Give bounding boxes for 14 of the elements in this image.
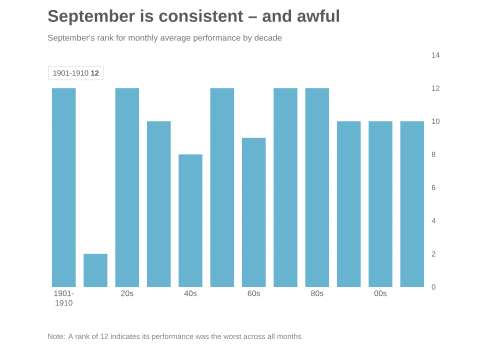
chart-subtitle: September's rank for monthly average performance by decade	[48, 34, 282, 42]
bar	[178, 154, 202, 287]
bar	[146, 121, 171, 287]
bar	[368, 121, 392, 287]
bar	[115, 88, 140, 287]
bar	[336, 121, 361, 287]
bar	[274, 88, 298, 287]
bar	[52, 88, 76, 287]
bar	[400, 121, 424, 287]
bar	[242, 138, 266, 287]
bar	[84, 254, 108, 287]
bar	[305, 88, 330, 287]
bar	[210, 88, 234, 287]
chart-title: September is consistent – and awful	[48, 10, 340, 26]
